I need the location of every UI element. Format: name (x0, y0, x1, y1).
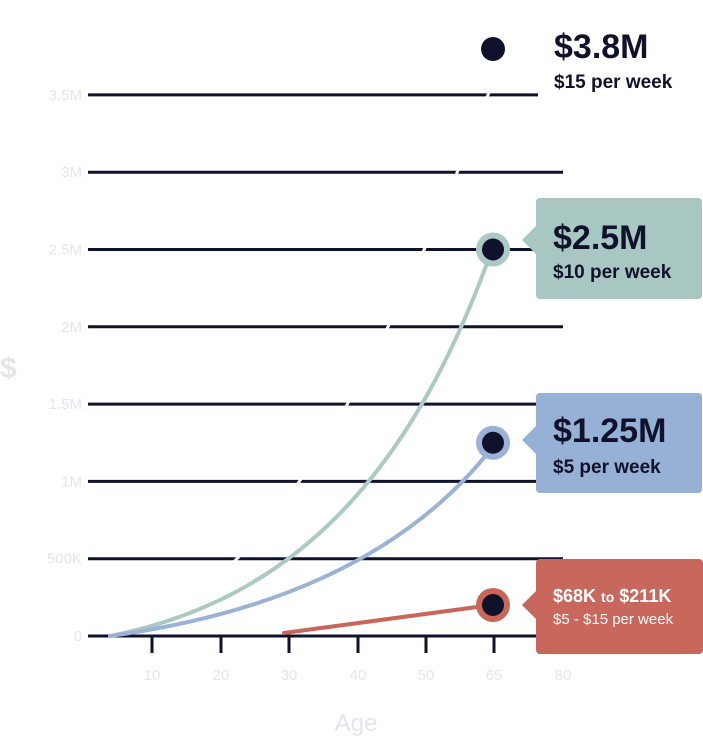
y-tick-label: 500K (47, 551, 82, 568)
y-tick-label: 1.5M (49, 396, 82, 413)
y-axis-title: $ (0, 352, 17, 385)
y-tick-label: 2.5M (49, 242, 82, 259)
y-tick-label: 0 (74, 628, 82, 645)
callout-card-5-per-week: $1.25M $5 per week (536, 393, 702, 493)
x-tick-label: 40 (350, 667, 367, 684)
end-marker-10-per-week (482, 238, 504, 261)
end-marker-15-per-week (481, 37, 505, 61)
series-line-5-15-per-week (282, 603, 494, 635)
y-tick-label: 3M (61, 164, 82, 181)
end-marker-5-15-per-week (482, 594, 504, 616)
callout-rate: $15 per week (554, 72, 673, 93)
callout-value: $2.5M (553, 219, 648, 257)
end-marker-5-per-week (482, 431, 504, 454)
series-end-markers (476, 37, 538, 622)
callout-pointer (522, 224, 538, 256)
y-tick-labels: 0 500K 1M 1.5M 2M 2.5M 3M 3.5M (47, 87, 82, 645)
callout-card-10-per-week: $2.5M $10 per week (536, 198, 702, 299)
callout-pointer (522, 424, 538, 456)
callout-rate: $5 - $15 per week (553, 611, 674, 628)
x-axis-title: Age (335, 710, 378, 737)
gridlines (88, 93, 563, 561)
x-tick-label: 30 (281, 667, 298, 684)
y-tick-label: 3.5M (49, 87, 82, 104)
x-axis (88, 634, 565, 653)
series-line-5-per-week (108, 445, 494, 638)
callout-value-high: $211K (619, 586, 672, 606)
callout-value: $1.25M (553, 412, 667, 450)
callout-rate: $10 per week (553, 262, 672, 283)
callout-value: $68K to $211K (553, 587, 671, 605)
x-tick-labels: 10 20 30 40 50 65 80 (144, 667, 572, 684)
x-tick-label: 65 (486, 667, 503, 684)
series-line-15-per-week (109, 83, 494, 638)
callout-rate: $5 per week (553, 457, 661, 478)
callout-value: $3.8M (554, 28, 649, 66)
callout-pointer (522, 589, 538, 621)
x-tick-label: 80 (555, 667, 572, 684)
x-tick-label: 10 (144, 667, 161, 684)
x-tick-label: 20 (213, 667, 230, 684)
series-line-10-per-week (108, 247, 494, 638)
series-curves (108, 83, 494, 638)
y-tick-label: 1M (61, 473, 82, 490)
callout-value-low: $68K (553, 586, 597, 606)
y-tick-label: 2M (61, 319, 82, 336)
x-tick-label: 50 (418, 667, 435, 684)
callout-value-to: to (601, 589, 615, 605)
callout-card-5-15-per-week: $68K to $211K $5 - $15 per week (536, 559, 703, 654)
callout-card-15-per-week: $3.8M $15 per week (538, 6, 703, 102)
